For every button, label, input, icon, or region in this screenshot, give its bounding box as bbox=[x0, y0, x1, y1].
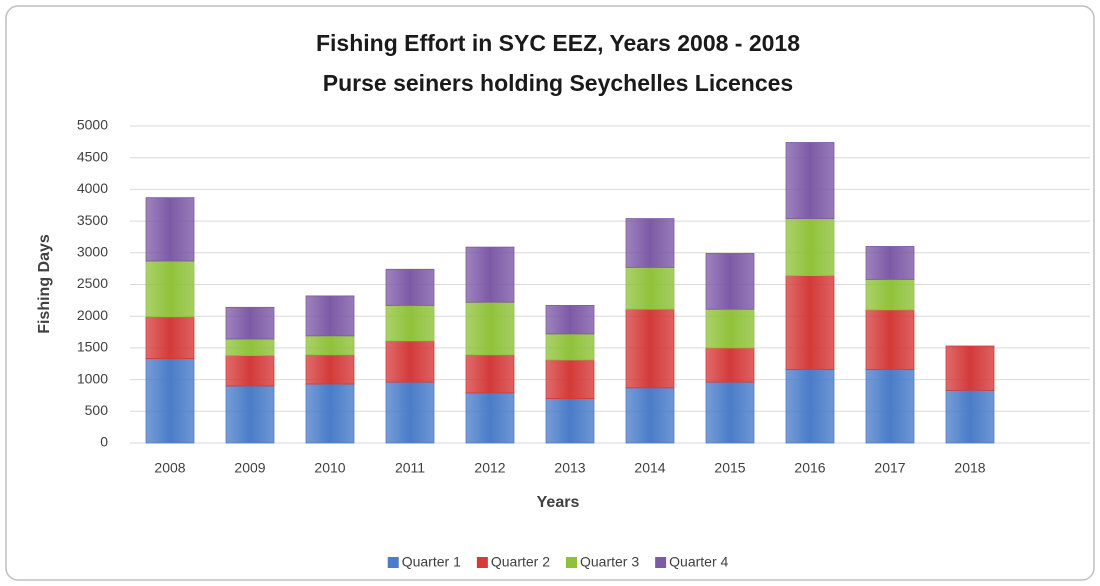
bar-segment bbox=[865, 279, 915, 311]
bar-segment bbox=[865, 246, 915, 280]
legend: Quarter 1 Quarter 2 Quarter 3 Quarter 4 bbox=[387, 554, 728, 570]
x-tick-label: 2015 bbox=[714, 460, 745, 476]
bar-segment bbox=[385, 268, 435, 306]
legend-label: Quarter 3 bbox=[580, 554, 639, 570]
y-tick-label: 2500 bbox=[77, 275, 108, 291]
bar-segment bbox=[785, 369, 835, 444]
x-tick-label: 2017 bbox=[874, 460, 905, 476]
legend-label: Quarter 1 bbox=[402, 554, 461, 570]
bar-segment bbox=[305, 354, 355, 385]
legend-swatch bbox=[566, 557, 577, 568]
bar-segment bbox=[625, 308, 675, 389]
x-tick-label: 2013 bbox=[554, 460, 585, 476]
bar-segment bbox=[545, 398, 595, 444]
bar-segment bbox=[945, 345, 995, 391]
bar-segment bbox=[705, 381, 755, 444]
bar-segment bbox=[305, 335, 355, 356]
bar-segment bbox=[625, 218, 675, 268]
x-axis-title: Years bbox=[537, 494, 580, 511]
bar-segment bbox=[145, 316, 195, 360]
x-tick-label: 2012 bbox=[474, 460, 505, 476]
bar-segment bbox=[145, 358, 195, 444]
bar-segment bbox=[545, 305, 595, 335]
legend-swatch bbox=[476, 557, 488, 568]
bar-segment bbox=[865, 309, 915, 370]
bar-segment bbox=[145, 260, 195, 318]
bar-segment bbox=[625, 266, 675, 310]
bar-segment bbox=[305, 295, 355, 337]
x-tick-label: 2018 bbox=[954, 460, 985, 476]
bar-segment bbox=[785, 218, 835, 277]
legend-label: Quarter 2 bbox=[491, 554, 550, 570]
x-tick-label: 2010 bbox=[314, 460, 345, 476]
y-axis-title: Fishing Days bbox=[36, 234, 53, 334]
chart-title: Fishing Effort in SYC EEZ, Years 2008 - … bbox=[316, 30, 800, 56]
y-tick-label: 3000 bbox=[77, 244, 108, 260]
bar-segment bbox=[225, 355, 275, 387]
bar-segment bbox=[545, 333, 595, 361]
bar-segment bbox=[705, 253, 755, 310]
bar-segment bbox=[465, 392, 515, 444]
bar-segment bbox=[865, 369, 915, 444]
y-tick-label: 0 bbox=[100, 434, 108, 450]
x-tick-label: 2016 bbox=[794, 460, 825, 476]
y-tick-label: 5000 bbox=[77, 117, 108, 133]
x-tick-label: 2008 bbox=[154, 460, 185, 476]
bar-segment bbox=[465, 246, 515, 303]
bar-segment bbox=[225, 338, 275, 356]
bar-segment bbox=[385, 305, 435, 342]
y-tick-label: 4500 bbox=[77, 148, 108, 164]
bar-segment bbox=[385, 381, 435, 444]
y-tick-label: 4000 bbox=[77, 180, 108, 196]
bar-segment bbox=[785, 142, 835, 219]
y-tick-label: 1500 bbox=[77, 339, 108, 355]
x-tick-label: 2014 bbox=[634, 460, 665, 476]
legend-label: Quarter 4 bbox=[669, 554, 728, 570]
bar-segment bbox=[625, 387, 675, 444]
y-tick-label: 500 bbox=[85, 402, 109, 418]
x-tick-label: 2009 bbox=[234, 460, 265, 476]
bar-segment bbox=[225, 306, 275, 340]
bar-segment bbox=[305, 383, 355, 444]
bar-segment bbox=[785, 275, 835, 370]
y-tick-label: 2000 bbox=[77, 307, 108, 323]
bar-segment bbox=[945, 389, 995, 444]
bar-segment bbox=[465, 354, 515, 394]
legend-swatch bbox=[655, 557, 667, 568]
y-tick-label: 3500 bbox=[77, 212, 108, 228]
bar-segment bbox=[145, 197, 195, 262]
bar-segment bbox=[545, 359, 595, 400]
bar-segment bbox=[225, 385, 275, 444]
bar-segment bbox=[385, 340, 435, 383]
bar-segment bbox=[705, 347, 755, 383]
bar-segment bbox=[705, 308, 755, 349]
y-tick-label: 1000 bbox=[77, 370, 108, 386]
chart-subtitle: Purse seiners holding Seychelles Licence… bbox=[323, 70, 793, 96]
x-tick-label: 2011 bbox=[395, 460, 425, 476]
legend-swatch bbox=[387, 557, 399, 568]
bar-segment bbox=[465, 301, 515, 356]
